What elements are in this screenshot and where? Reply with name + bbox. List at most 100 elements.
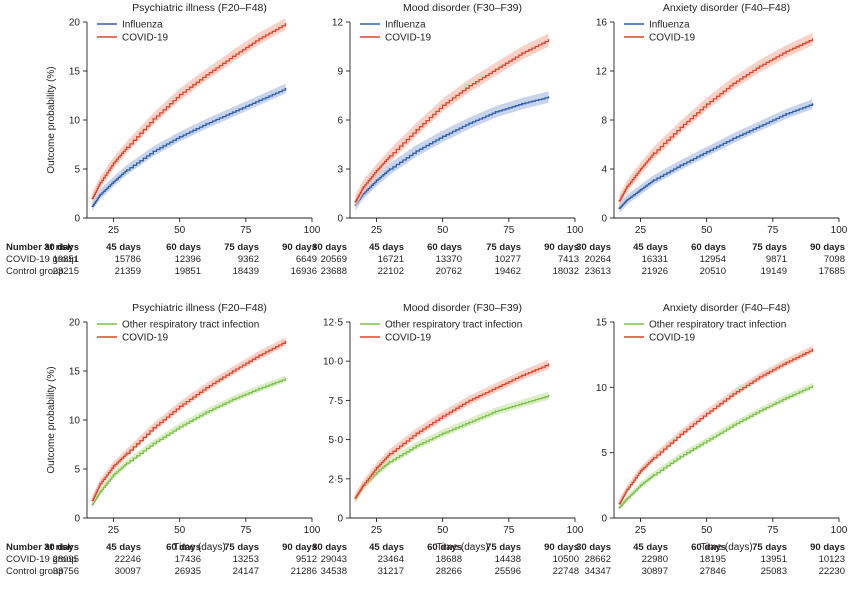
risk-cell-covid: 18688 — [435, 554, 462, 565]
data-point — [415, 128, 418, 131]
data-point — [626, 488, 629, 491]
legend-label: Other respiratory tract infection — [122, 320, 259, 331]
x-tick-label: 25 — [635, 225, 647, 236]
risk-column-header: 30 days — [576, 242, 611, 253]
data-point — [705, 103, 708, 105]
risk-column-header: 30 days — [576, 542, 611, 553]
risk-cell-control: 25596 — [494, 566, 521, 577]
legend-label: Influenza — [385, 20, 426, 31]
y-tick-label: 16 — [596, 18, 608, 29]
data-point — [388, 168, 391, 170]
risk-cell-covid: 28095 — [52, 554, 79, 565]
data-point — [258, 37, 260, 40]
x-tick-label: 100 — [567, 225, 584, 236]
risk-row-label: COVID-19 group — [6, 254, 77, 265]
data-point — [494, 386, 497, 389]
y-tick-label: 15 — [69, 367, 81, 378]
risk-cell-covid: 15786 — [114, 254, 141, 265]
risk-cell-control: 28266 — [435, 566, 462, 577]
data-point — [284, 377, 287, 380]
data-point — [415, 444, 418, 447]
risk-column-header: 90 days — [544, 242, 579, 253]
risk-cell-control: 22230 — [818, 566, 845, 577]
data-point — [521, 402, 523, 405]
data-point — [354, 496, 357, 499]
y-tick-label: 20 — [69, 318, 81, 329]
x-tick-label: 75 — [503, 225, 515, 236]
risk-cell-control: 27846 — [699, 566, 726, 577]
risk-cell-covid: 19851 — [52, 254, 79, 265]
risk-column-header: 75 days — [752, 242, 787, 253]
risk-column-header: 60 days — [691, 542, 726, 553]
data-point — [152, 150, 155, 153]
risk-cell-covid: 10277 — [494, 254, 521, 265]
data-point — [811, 348, 814, 351]
chart-panel-4: Psychiatric illness (F20–F48) 0 5 10 15 20 25 5… — [46, 302, 321, 553]
risk-cell-covid: 18195 — [699, 554, 726, 565]
data-point — [468, 421, 471, 424]
y-tick-label: 0 — [601, 514, 607, 525]
y-tick-label: 10 — [69, 116, 81, 127]
risk-cell-covid: 13253 — [232, 554, 259, 565]
risk-header-label: Number at risk — [6, 542, 73, 553]
risk-cell-covid: 14438 — [494, 554, 521, 565]
data-point — [494, 110, 497, 113]
risk-cell-control: 16936 — [290, 266, 317, 277]
data-point — [547, 394, 550, 397]
risk-column-header: 60 days — [691, 242, 726, 253]
data-point — [639, 168, 642, 170]
data-point — [91, 205, 94, 208]
risk-cell-control: 22102 — [377, 266, 404, 277]
y-tick-label: 7·5 — [329, 396, 344, 407]
risk-column-header: 30 days — [44, 242, 79, 253]
data-point — [626, 497, 629, 500]
x-tick-label: 100 — [831, 225, 848, 236]
y-tick-label: 12 — [332, 18, 344, 29]
risk-cell-control: 20762 — [435, 266, 462, 277]
data-point — [125, 462, 128, 465]
confidence-band — [92, 375, 286, 508]
series-line — [619, 349, 814, 505]
y-tick-label: 5 — [601, 448, 607, 459]
risk-column-header: 75 days — [486, 542, 521, 553]
x-tick-label: 75 — [240, 525, 252, 536]
x-tick-label: 75 — [767, 225, 779, 236]
series-line — [92, 24, 287, 200]
data-point — [618, 502, 621, 505]
data-point — [441, 415, 444, 417]
risk-column-header: 90 days — [810, 542, 845, 553]
y-tick-label: 20 — [69, 18, 81, 29]
x-tick-label: 50 — [701, 525, 713, 536]
chart-title: Anxiety disorder (F40–F48) — [663, 302, 790, 314]
chart-panel-1: Psychiatric illness (F20–F48) 0 5 10 15 20 25 5… — [46, 2, 321, 236]
risk-cell-covid: 9362 — [237, 254, 259, 265]
series-line — [355, 40, 550, 203]
data-point — [375, 466, 378, 469]
data-point — [362, 186, 365, 188]
risk-cell-control: 30097 — [114, 566, 141, 577]
confidence-band — [619, 345, 813, 508]
data-point — [388, 155, 391, 157]
risk-cell-control: 26935 — [174, 566, 201, 577]
data-point — [679, 126, 682, 129]
risk-cell-control: 31217 — [377, 566, 404, 577]
x-axis-label: Time (days) — [700, 542, 752, 553]
y-tick-label: 10 — [69, 416, 81, 427]
risk-column-header: 90 days — [282, 542, 317, 553]
risk-cell-covid: 7098 — [823, 254, 845, 265]
data-point — [652, 456, 655, 459]
risk-column-header: 90 days — [810, 242, 845, 253]
data-point — [284, 87, 287, 90]
chart-panel-6: Anxiety disorder (F40–F48) 0 5 10 15 25 50 75 10… — [596, 302, 848, 553]
data-point — [639, 484, 642, 487]
confidence-band — [619, 382, 813, 511]
chart-title: Mood disorder (F30–F39) — [403, 302, 522, 314]
risk-column-header: 45 days — [369, 242, 404, 253]
risk-column-header: 60 days — [166, 542, 201, 553]
risk-column-header: 45 days — [106, 542, 141, 553]
data-point — [758, 125, 761, 128]
risk-cell-covid: 12396 — [174, 254, 201, 265]
data-point — [99, 181, 102, 184]
risk-row-label: Control group — [6, 266, 64, 277]
